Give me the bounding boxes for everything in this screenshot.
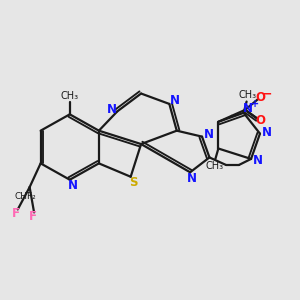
Text: CH₃: CH₃ — [238, 90, 256, 100]
Text: O: O — [255, 92, 265, 104]
Text: CH₃: CH₃ — [206, 161, 224, 171]
Text: +: + — [250, 99, 259, 109]
Text: CHF₂: CHF₂ — [15, 193, 37, 202]
Text: F: F — [12, 207, 20, 220]
Text: N: N — [68, 178, 78, 192]
Text: −: − — [262, 87, 272, 100]
Text: N: N — [262, 126, 272, 139]
Text: N: N — [107, 103, 117, 116]
Text: N: N — [170, 94, 180, 107]
Text: CH₃: CH₃ — [61, 91, 79, 101]
Text: N: N — [204, 128, 214, 141]
Text: N: N — [243, 102, 253, 115]
Text: N: N — [253, 154, 262, 167]
Text: F: F — [28, 210, 37, 224]
Text: O: O — [255, 114, 265, 127]
Text: N: N — [187, 172, 196, 185]
Text: S: S — [129, 176, 137, 189]
